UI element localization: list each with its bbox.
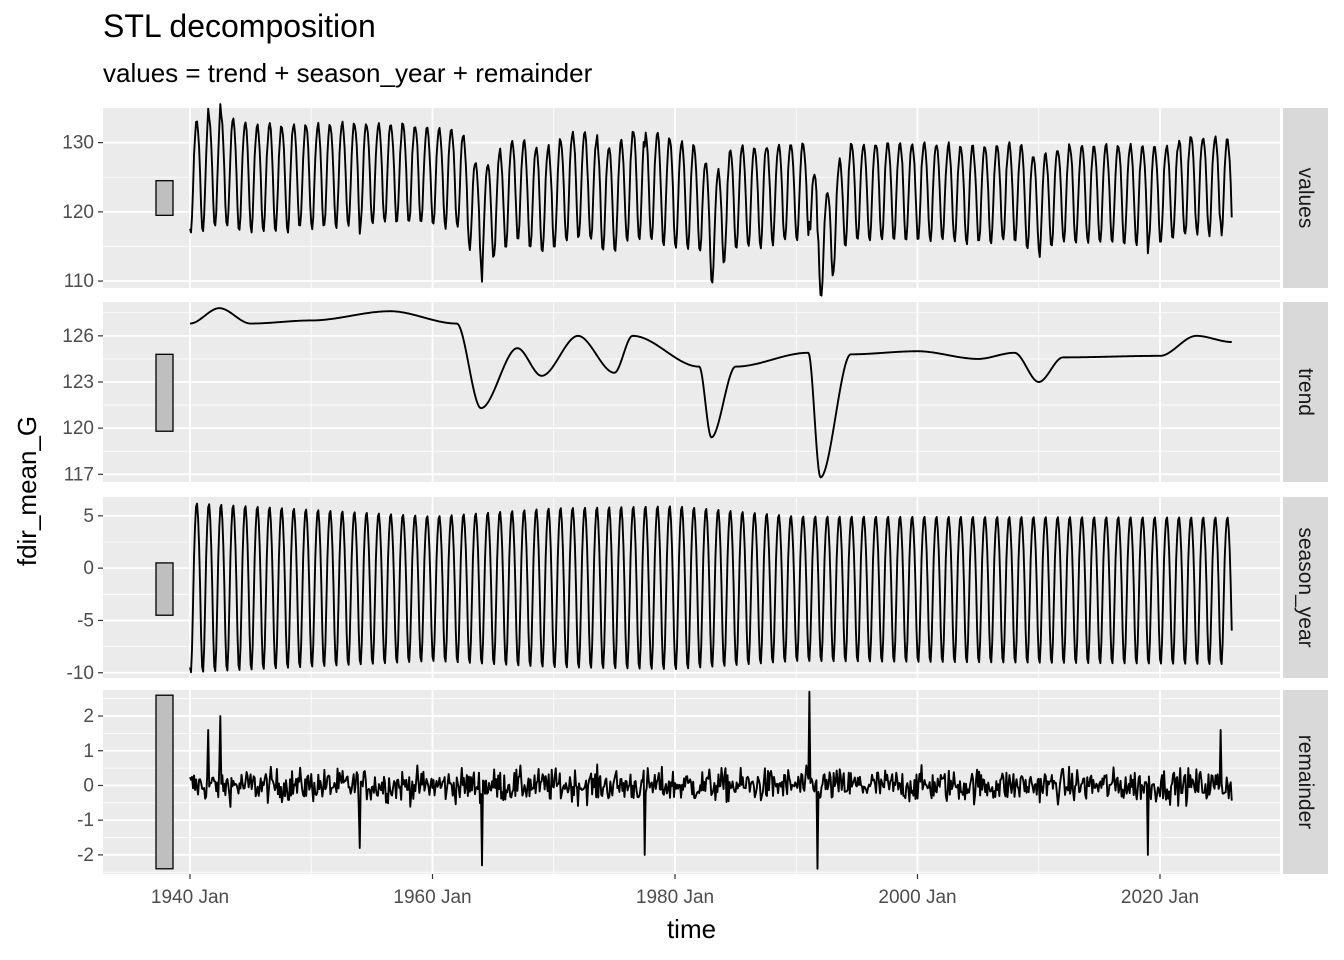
facet-strip-label: season_year: [1294, 527, 1317, 647]
y-tick-label-trend: 117: [64, 464, 94, 485]
x-tick-label: 1980 Jan: [636, 887, 714, 908]
chart-subtitle: values = trend + season_year + remainder: [103, 58, 593, 88]
y-axis-title: fdir_mean_G: [12, 416, 42, 566]
facet-strip-label: values: [1294, 168, 1317, 229]
y-tick-label-values: 120: [62, 202, 94, 223]
y-tick-label-values: 130: [62, 133, 94, 154]
scale-bar-remainder: [155, 694, 174, 870]
panel-background-trend: [103, 302, 1280, 482]
y-tick-label-trend: 123: [62, 372, 94, 393]
scale-bar-values: [155, 180, 174, 216]
y-tick-label-season_year: -5: [77, 610, 94, 631]
series-line-season_year: [189, 502, 1233, 674]
x-tick-label: 2020 Jan: [1121, 887, 1199, 908]
series-line-trend: [189, 307, 1232, 479]
facet-strip-values: [1283, 108, 1328, 288]
y-tick-label-trend: 126: [62, 326, 94, 347]
series-line-remainder: [189, 690, 1233, 870]
y-tick-label-remainder: 1: [83, 741, 94, 762]
y-tick-label-remainder: -2: [77, 845, 94, 866]
facet-strip-remainder: [1283, 690, 1328, 874]
series-line-values: [189, 103, 1233, 297]
y-tick-label-trend: 120: [62, 418, 94, 439]
y-tick-label-remainder: 2: [83, 706, 94, 727]
scale-bar-season_year: [155, 562, 174, 616]
facet-strip-label: remainder: [1294, 735, 1317, 830]
x-tick-label: 2000 Jan: [878, 887, 956, 908]
chart-title: STL decomposition: [103, 8, 376, 44]
y-tick-label-season_year: -10: [67, 663, 94, 684]
y-tick-label-values: 110: [64, 271, 94, 292]
facet-strip-season_year: [1283, 497, 1328, 678]
x-axis-title: time: [667, 914, 716, 944]
x-tick-label: 1960 Jan: [393, 887, 471, 908]
y-tick-label-remainder: -1: [77, 810, 94, 831]
scale-bar-trend: [155, 353, 174, 432]
y-tick-label-season_year: 0: [83, 558, 94, 579]
facet-strip-trend: [1283, 302, 1328, 482]
facet-strip-label: trend: [1294, 368, 1317, 416]
panel-background-values: [103, 108, 1280, 288]
x-tick-label: 1940 Jan: [151, 887, 229, 908]
y-tick-label-remainder: 0: [83, 775, 94, 796]
y-tick-label-season_year: 5: [83, 506, 94, 527]
